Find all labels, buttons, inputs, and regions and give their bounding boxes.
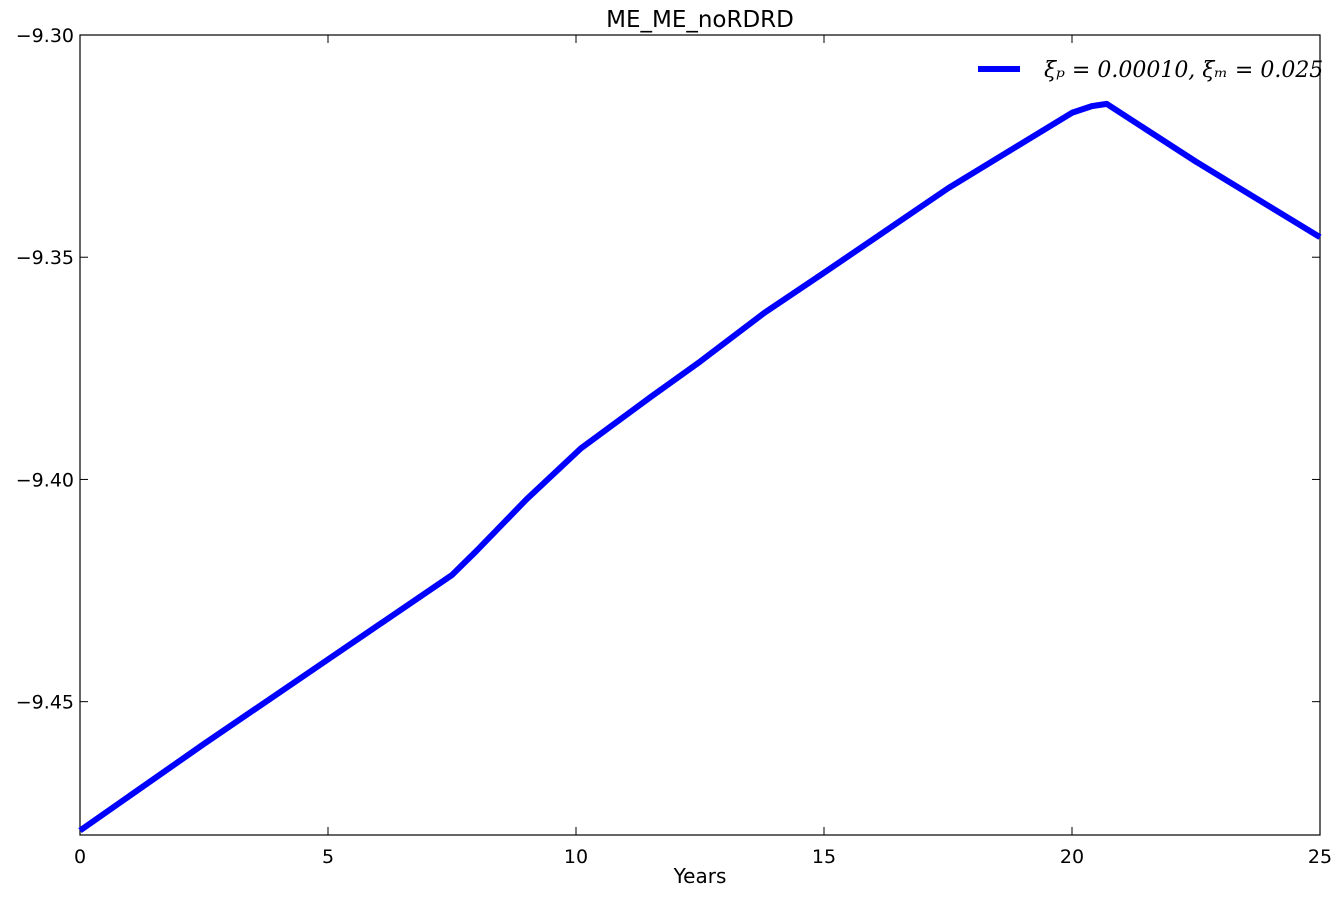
y-tick-label: −9.30 bbox=[16, 25, 74, 47]
x-tick-label: 15 bbox=[812, 846, 836, 868]
x-tick-label: 10 bbox=[564, 846, 588, 868]
x-tick-label: 20 bbox=[1060, 846, 1084, 868]
plot-frame bbox=[79, 34, 1321, 836]
legend-entry-label: ξₚ = 0.00010, ξₘ = 0.025 bbox=[1044, 58, 1323, 83]
chart-title: ME_ME_noRDRD bbox=[606, 7, 794, 33]
legend: ξₚ = 0.00010, ξₘ = 0.025 bbox=[978, 58, 1323, 83]
x-axis-label: Years bbox=[673, 864, 727, 888]
y-tick-label: −9.45 bbox=[16, 692, 74, 714]
x-tick-label: 25 bbox=[1308, 846, 1332, 868]
x-tick-label: 0 bbox=[74, 846, 86, 868]
y-tick-label: −9.40 bbox=[16, 469, 74, 491]
y-tick-label: −9.35 bbox=[16, 247, 74, 269]
series-line bbox=[78, 100, 1322, 834]
x-tick-label: 5 bbox=[322, 846, 334, 868]
